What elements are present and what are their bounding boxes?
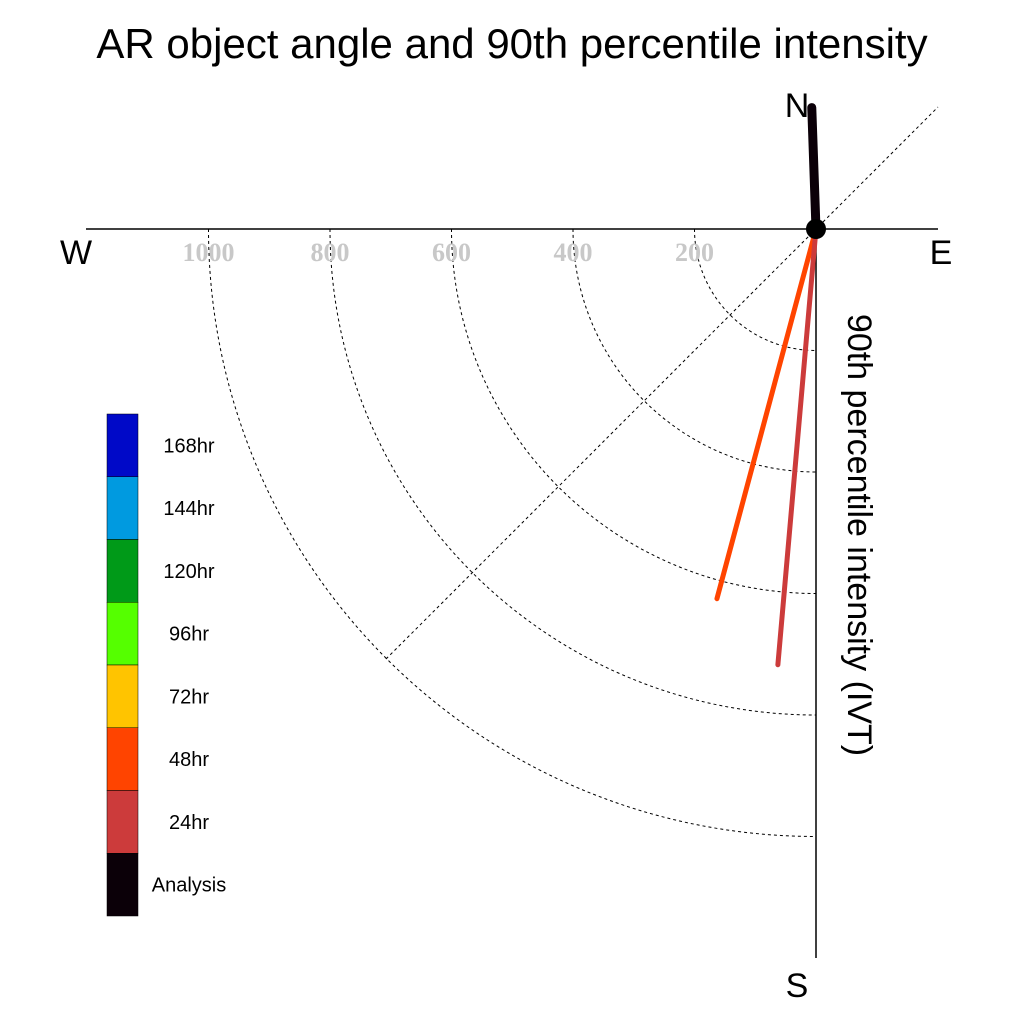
legend-swatch bbox=[106, 664, 139, 728]
grid-arc bbox=[451, 228, 817, 594]
legend-swatch bbox=[106, 790, 139, 854]
legend-swatch bbox=[106, 602, 139, 666]
origin-marker bbox=[806, 219, 826, 239]
legend-swatch bbox=[106, 476, 139, 540]
grid-arc bbox=[208, 228, 817, 837]
chart-title: AR object angle and 90th percentile inte… bbox=[96, 20, 927, 67]
axes bbox=[86, 106, 939, 958]
vector-48hr bbox=[714, 226, 819, 602]
north-label: N bbox=[785, 87, 810, 125]
legend-label: Analysis bbox=[152, 875, 226, 897]
vector-analysis bbox=[807, 103, 821, 234]
grid-arc bbox=[329, 228, 817, 716]
radial-tick-label: 800 bbox=[311, 238, 350, 267]
grid-arc bbox=[572, 228, 817, 473]
east-label: E bbox=[930, 234, 953, 272]
legend-label: 120hr bbox=[163, 561, 214, 583]
radial-tick-label: 200 bbox=[675, 238, 714, 267]
legend-label: 168hr bbox=[163, 435, 214, 457]
legend-label: 96hr bbox=[169, 624, 209, 646]
vectors bbox=[714, 103, 821, 668]
legend-label: 48hr bbox=[169, 749, 209, 771]
legend-label: 24hr bbox=[169, 812, 209, 834]
legend-swatch bbox=[106, 853, 139, 917]
legend-label: 72hr bbox=[169, 686, 209, 708]
radial-tick-labels: 200 400 600 800 1000 bbox=[183, 238, 715, 267]
south-label: S bbox=[786, 967, 809, 1005]
diagonal-guide bbox=[385, 106, 939, 660]
radial-tick-label: 600 bbox=[432, 238, 471, 267]
grid-arcs bbox=[208, 228, 817, 837]
radial-tick-label: 400 bbox=[554, 238, 593, 267]
vector-24hr bbox=[775, 226, 819, 668]
legend-swatch bbox=[106, 413, 139, 477]
y-axis-label: 90th percentile intensity (IVT) bbox=[840, 314, 878, 756]
west-label: W bbox=[60, 234, 92, 272]
legend: 168hr 144hr 120hr 96hr 72hr 48hr 24hr Analysis bbox=[106, 413, 226, 917]
radial-tick-label: 1000 bbox=[183, 238, 235, 267]
legend-label: 144hr bbox=[163, 498, 214, 520]
legend-swatch bbox=[106, 727, 139, 791]
grid-arc bbox=[694, 228, 817, 351]
legend-swatch bbox=[106, 539, 139, 603]
